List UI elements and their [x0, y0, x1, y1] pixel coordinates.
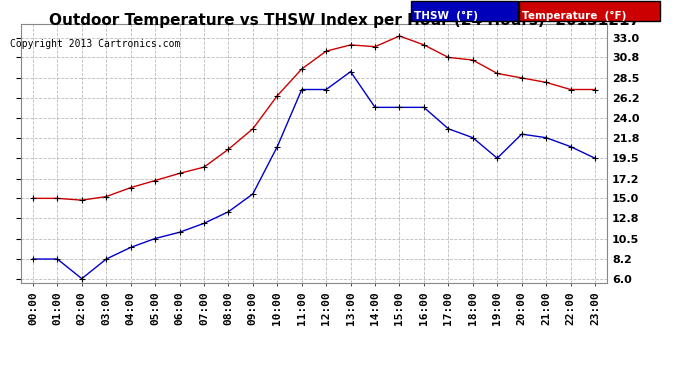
Text: THSW  (°F): THSW (°F)	[414, 11, 478, 21]
Text: Temperature  (°F): Temperature (°F)	[522, 11, 627, 21]
Text: Outdoor Temperature vs THSW Index per Hour (24 Hours)  20131217: Outdoor Temperature vs THSW Index per Ho…	[50, 13, 640, 28]
Text: Copyright 2013 Cartronics.com: Copyright 2013 Cartronics.com	[10, 39, 181, 50]
